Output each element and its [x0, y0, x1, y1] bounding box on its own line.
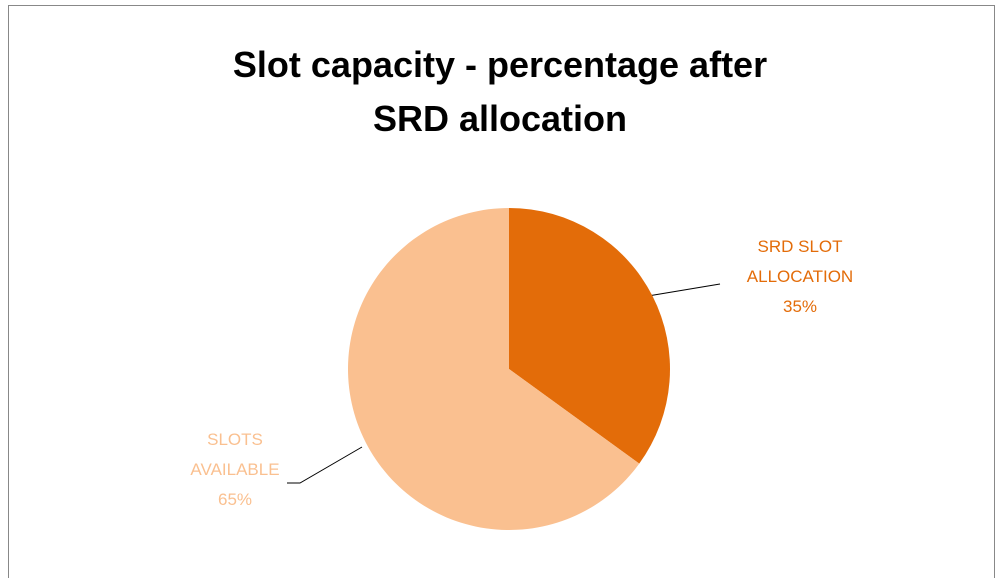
slice-label: SLOTS AVAILABLE 65% — [170, 425, 300, 515]
pie-slice — [347, 208, 640, 531]
category-label: SLOTS AVAILABLE — [190, 430, 280, 479]
leader-line — [287, 446, 363, 484]
category-label: SRD SLOT ALLOCATION — [746, 237, 854, 286]
chart-title: Slot capacity - percentage after SRD all… — [232, 44, 768, 139]
value-label: 35% — [782, 297, 818, 316]
slice-label: SRD SLOT ALLOCATION 35% — [730, 232, 870, 322]
chart-frame — [8, 5, 995, 578]
value-label: 65% — [217, 490, 253, 509]
pie-slice — [509, 208, 670, 464]
leader-line — [647, 283, 721, 297]
